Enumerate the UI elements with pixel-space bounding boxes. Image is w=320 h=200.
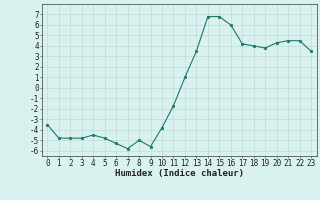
X-axis label: Humidex (Indice chaleur): Humidex (Indice chaleur) bbox=[115, 169, 244, 178]
